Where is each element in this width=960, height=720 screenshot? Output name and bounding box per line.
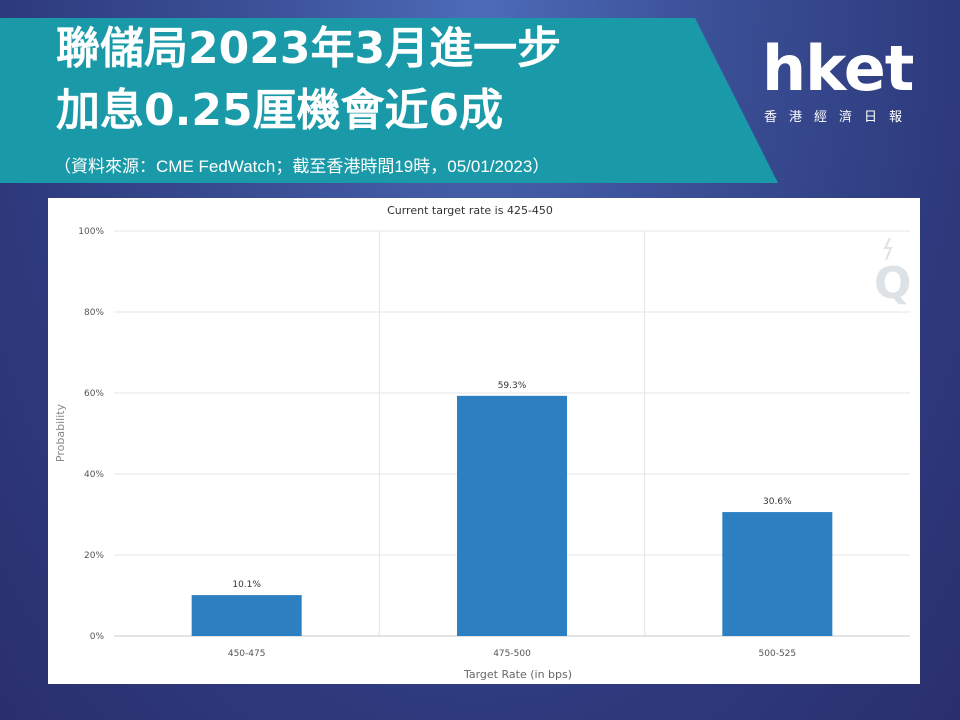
y-tick-label: 80% bbox=[84, 308, 104, 318]
title-line-2: 加息0.25厘機會近6成 bbox=[56, 85, 504, 136]
q-watermark-icon: Q bbox=[874, 237, 911, 309]
banner-shape bbox=[0, 18, 778, 183]
bar-data-label: 10.1% bbox=[232, 580, 261, 590]
y-tick-label: 0% bbox=[90, 632, 105, 642]
logo-subtitle: 香港經濟日報 bbox=[764, 110, 915, 125]
source-note: （資料來源：CME FedWatch；截至香港時間19時，05/01/2023） bbox=[54, 157, 550, 176]
bar-500-525 bbox=[722, 512, 833, 636]
bar-data-label: 30.6% bbox=[763, 497, 792, 507]
header-banner: 聯儲局2023年3月進一步 加息0.25厘機會近6成 （資料來源：CME Fed… bbox=[0, 0, 960, 183]
y-tick-label: 100% bbox=[78, 227, 104, 237]
bars: 10.1% 59.3% 30.6% bbox=[191, 381, 833, 636]
svg-text:Q: Q bbox=[874, 258, 911, 309]
hket-logo: hket 香港經濟日報 bbox=[752, 34, 922, 134]
x-tick-label: 450-475 bbox=[228, 649, 266, 659]
x-tick-label: 500-525 bbox=[759, 649, 797, 659]
chart-title: Current target rate is 425-450 bbox=[387, 204, 553, 217]
logo-wordmark: hket bbox=[762, 32, 914, 105]
y-tick-label: 60% bbox=[84, 389, 104, 399]
bar-450-475 bbox=[191, 595, 302, 636]
y-tick-label: 20% bbox=[84, 551, 104, 561]
bar-data-label: 59.3% bbox=[498, 381, 527, 391]
bar-chart: Q Current target rate is 425-450 0% 20% 40… bbox=[54, 204, 911, 681]
x-ticks: 450-475 475-500 500-525 bbox=[228, 649, 796, 659]
x-axis-label: Target Rate (in bps) bbox=[463, 668, 572, 681]
chart-panel: Q Current target rate is 425-450 0% 20% 40… bbox=[48, 198, 920, 684]
y-axis-label: Probability bbox=[54, 403, 67, 462]
x-tick-label: 475-500 bbox=[493, 649, 531, 659]
y-tick-label: 40% bbox=[84, 470, 104, 480]
bar-475-500 bbox=[457, 395, 567, 636]
title-line-1: 聯儲局2023年3月進一步 bbox=[56, 23, 562, 74]
y-ticks: 0% 20% 40% 60% 80% 100% bbox=[78, 227, 104, 642]
